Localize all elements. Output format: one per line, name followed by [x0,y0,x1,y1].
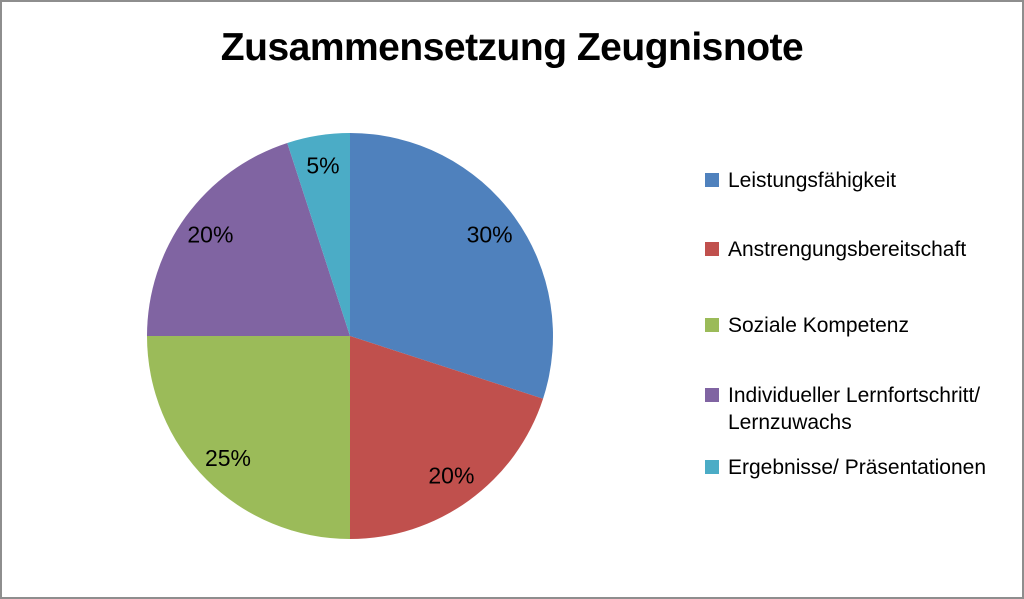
legend-swatch [705,460,719,474]
legend-item: Leistungsfähigkeit [705,167,896,194]
pie-slice-label: 30% [467,222,513,248]
pie-slice-label: 25% [205,445,251,471]
pie-slice-label: 5% [306,153,339,179]
legend-swatch [705,318,719,332]
legend-item: Anstrengungsbereitschaft [705,236,966,263]
legend-item-label: Leistungsfähigkeit [728,169,897,192]
legend-item: Individueller Lernfortschritt/ Lernzuwac… [705,382,980,436]
legend-swatch [705,173,719,187]
legend-item-label: Anstrengungsbereitschaft [728,238,967,261]
legend-item-label: Individueller Lernfortschritt/ Lernzuwac… [728,384,981,434]
pie-slice-3 [147,336,350,539]
pie-slice-label: 20% [187,222,233,248]
legend-item: Soziale Kompetenz [705,312,909,339]
pie-slice-label: 20% [428,463,474,489]
pie-slice-5 [287,133,350,336]
legend-swatch [705,388,719,402]
pie-slice-2 [350,336,544,539]
pie-slice-1 [350,133,553,399]
legend: Leistungsfähigkeit Anstrengungsbereitscha… [705,2,1022,597]
legend-item: Ergebnisse/ Präsentationen [705,454,986,481]
chart-title: Zusammensetzung Zeugnisnote [220,26,804,69]
legend-item-label: Ergebnisse/ Präsentationen [728,456,986,479]
legend-swatch [705,242,719,256]
pie-slice-4 [147,142,350,336]
pie-chart: 30% 20% 25% 20% 5% [147,133,553,539]
legend-item-label: Soziale Kompetenz [728,314,909,337]
